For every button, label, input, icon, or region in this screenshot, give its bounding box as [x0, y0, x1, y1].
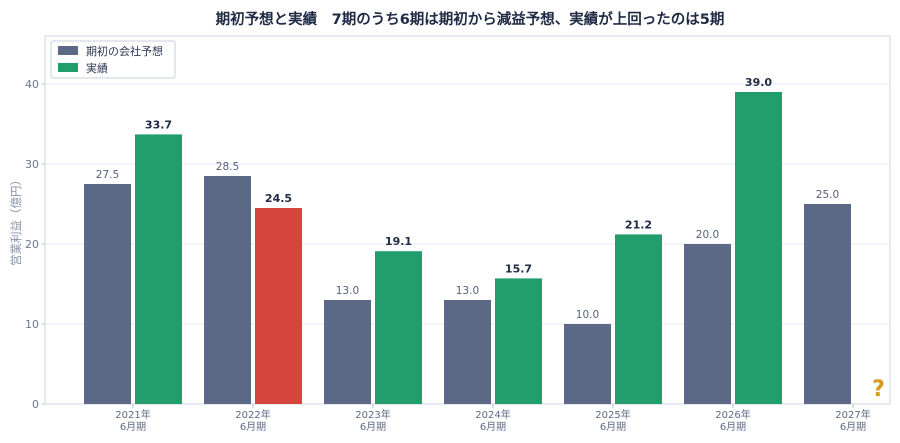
y-tick-label: 30: [25, 158, 39, 171]
legend: 期初の会社予想 実績: [50, 40, 176, 79]
legend-swatch-actual: [58, 63, 78, 72]
x-tick-label: 2022年 6月期: [235, 408, 270, 433]
bar-actual: [135, 134, 182, 404]
data-label-actual: 39.0: [745, 76, 772, 89]
data-label-forecast: 25.0: [816, 189, 839, 201]
data-label-actual: 15.7: [505, 262, 532, 275]
y-axis-ticks: 0 10 20 30 40: [25, 78, 45, 411]
bar-forecast: [444, 300, 491, 404]
bar-actual: [375, 251, 422, 404]
bars: [84, 92, 851, 404]
legend-swatch-forecast: [58, 46, 78, 55]
data-label-forecast: 10.0: [576, 309, 599, 321]
data-label-actual: 19.1: [385, 235, 412, 248]
legend-label-actual: 実績: [86, 61, 108, 75]
data-label-actual: 24.5: [265, 192, 292, 205]
bar-actual: [735, 92, 782, 404]
bar-actual: [495, 278, 542, 404]
bar-forecast: [564, 324, 611, 404]
bar-forecast: [684, 244, 731, 404]
data-label-forecast: 13.0: [336, 285, 359, 297]
legend-label-forecast: 期初の会社予想: [86, 44, 163, 58]
y-tick-label: 20: [25, 238, 39, 251]
chart-title: 期初予想と実績 7期のうち6期は期初から減益予想、実績が上回ったのは5期: [216, 10, 725, 28]
data-label-forecast: 28.5: [216, 161, 239, 173]
bar-forecast: [204, 176, 251, 404]
data-label-forecast: 27.5: [96, 169, 119, 181]
x-tick-label: 2026年 6月期: [715, 408, 750, 433]
legend-box: [50, 40, 176, 79]
x-tick-label: 2023年 6月期: [355, 408, 390, 433]
data-label-forecast: 13.0: [456, 285, 479, 297]
x-tick-label: 2027年 6月期: [835, 408, 870, 433]
y-tick-label: 10: [25, 318, 39, 331]
x-axis-ticks: 2021年 6月期 2022年 6月期 2023年 6月期 2024年 6月期 2025年 6月期…: [115, 404, 871, 433]
bar-forecast: [84, 184, 131, 404]
x-tick-label: 2024年 6月期: [475, 408, 510, 433]
y-tick-label: 0: [32, 398, 39, 411]
data-label-actual: 33.7: [145, 118, 172, 131]
y-axis-label: 営業利益（億円）: [9, 174, 23, 266]
bar-forecast: [324, 300, 371, 404]
pending-result-marker: ?: [872, 377, 885, 402]
data-label-forecast: 20.0: [696, 229, 719, 241]
pending-markers: ?: [872, 377, 885, 402]
bar-forecast: [804, 204, 851, 404]
bar-actual: [615, 234, 662, 404]
x-tick-label: 2021年 6月期: [115, 408, 150, 433]
data-labels: 27.5 33.7 28.5 24.5 13.0 19.1 13.0 15.7 10.0 21.2…: [96, 76, 839, 321]
x-tick-label: 2025年 6月期: [595, 408, 630, 433]
data-label-actual: 21.2: [625, 218, 652, 231]
y-tick-label: 40: [25, 78, 39, 91]
bar-actual: [255, 208, 302, 404]
